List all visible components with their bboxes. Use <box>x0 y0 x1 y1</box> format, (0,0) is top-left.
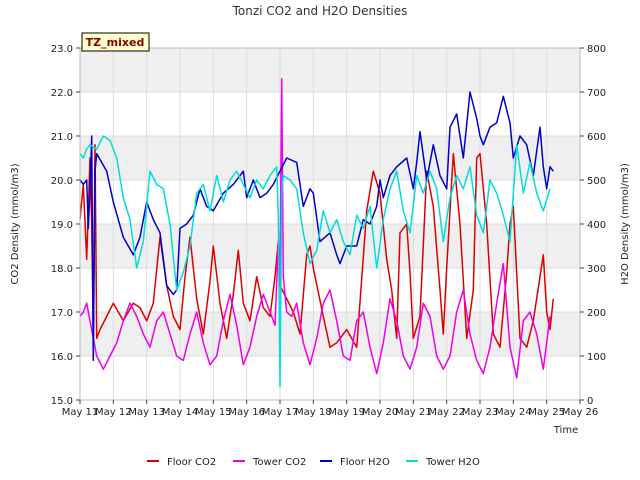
legend-label-floor-co2: Floor CO2 <box>167 457 216 468</box>
y-left-tick-label: 22.0 <box>51 88 73 99</box>
y-left-tick-label: 17.0 <box>51 308 73 319</box>
x-tick-label: May 12 <box>95 407 132 418</box>
x-tick-label: May 16 <box>228 407 265 418</box>
y-right-tick-label: 500 <box>587 176 606 187</box>
y-right-tick-label: 600 <box>587 132 606 143</box>
legend-label-tower-h2o: Tower H2O <box>425 457 480 468</box>
plot-band <box>80 48 580 92</box>
x-tick-label: May 18 <box>295 407 332 418</box>
y-left-tick-label: 19.0 <box>51 220 73 231</box>
y-right-tick-label: 700 <box>587 88 606 99</box>
series-line-tower-co2 <box>79 78 551 379</box>
y-right-tick-label: 200 <box>587 308 606 319</box>
chart-title: Tonzi CO2 and H2O Densities <box>232 4 408 18</box>
x-tick-label: May 25 <box>528 407 565 418</box>
y-left-tick-label: 15.0 <box>51 396 73 407</box>
badge-label: TZ_mixed <box>86 36 145 49</box>
x-tick-label: May 26 <box>562 407 599 418</box>
plot-band <box>80 136 580 180</box>
series-line-tower-h2o <box>79 135 551 388</box>
y-axis-right-title: H2O Density (mmol/m3) <box>620 163 631 285</box>
badge: TZ_mixed <box>81 32 150 52</box>
x-tick-label: May 20 <box>362 407 399 418</box>
series-layer <box>79 78 555 388</box>
y-right-tick-label: 300 <box>587 264 606 275</box>
x-tick-label: May 22 <box>428 407 465 418</box>
x-tick-label: May 13 <box>128 407 165 418</box>
y-left-tick-label: 18.0 <box>51 264 73 275</box>
x-tick-label: May 11 <box>62 407 99 418</box>
legend-label-tower-co2: Tower CO2 <box>252 457 306 468</box>
y-right-tick-label: 100 <box>587 352 606 363</box>
y-left-tick-label: 20.0 <box>51 176 73 187</box>
legend-label-floor-h2o: Floor H2O <box>340 457 390 468</box>
y-left-tick-label: 23.0 <box>51 44 73 55</box>
badge-box <box>81 32 150 52</box>
y-left-tick-label: 16.0 <box>51 352 73 363</box>
series-line-floor-h2o <box>79 91 554 362</box>
x-tick-label: May 21 <box>395 407 432 418</box>
series-line-floor-co2 <box>79 144 555 348</box>
x-tick-label: May 15 <box>195 407 232 418</box>
x-tick-label: May 23 <box>462 407 499 418</box>
y-right-tick-label: 800 <box>587 44 606 55</box>
plot-band <box>80 312 580 356</box>
x-tick-label: May 14 <box>162 407 199 418</box>
y-right-tick-label: 400 <box>587 220 606 231</box>
x-tick-label: May 19 <box>328 407 365 418</box>
x-tick-label: May 24 <box>495 407 532 418</box>
y-axis-left-title: CO2 Density (mmol/m3) <box>10 163 21 284</box>
x-axis-title: Time <box>553 425 578 436</box>
y-right-tick-label: 0 <box>587 396 593 407</box>
x-tick-label: May 17 <box>262 407 299 418</box>
legend: Floor CO2 Tower CO2 Floor H2O Tower H2O <box>147 457 480 468</box>
y-left-tick-label: 21.0 <box>51 132 73 143</box>
